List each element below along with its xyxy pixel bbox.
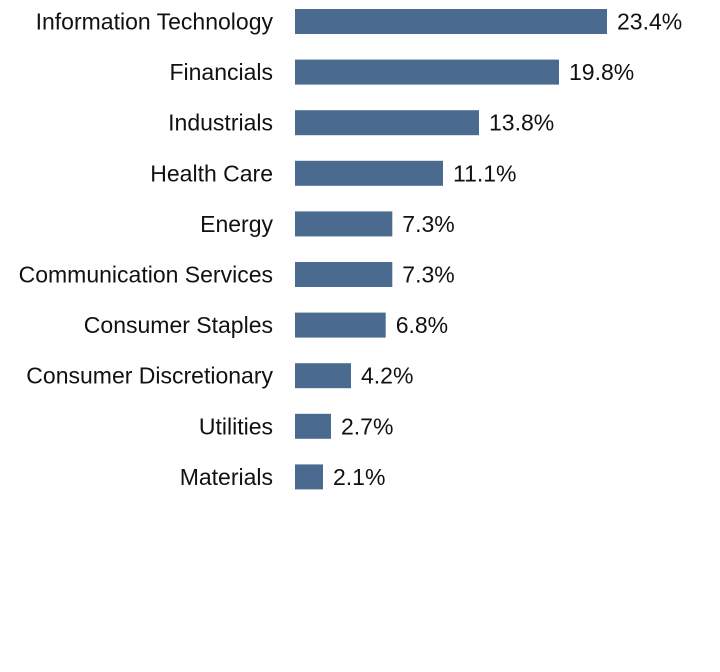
value-label: 2.7%	[341, 413, 393, 439]
value-label: 2.1%	[333, 464, 385, 490]
bar	[295, 464, 323, 490]
value-labels-group: 23.4% 19.8% 13.8% 11.1% 7.3% 7.3% 6.8% 4.2% 2.7%…	[333, 9, 682, 490]
value-label: 13.8%	[489, 110, 554, 136]
category-label: Industrials	[168, 110, 273, 136]
category-label: Information Technology	[36, 9, 274, 35]
value-label: 7.3%	[402, 262, 454, 288]
bar	[295, 9, 607, 34]
category-label: Utilities	[199, 413, 273, 439]
bar	[295, 110, 479, 136]
category-label: Communication Services	[19, 262, 273, 288]
bar	[295, 312, 386, 338]
bar	[295, 413, 331, 439]
bar	[295, 363, 351, 389]
category-label: Energy	[200, 211, 273, 237]
bars-group	[295, 9, 607, 490]
bar	[295, 59, 559, 85]
value-label: 11.1%	[453, 160, 517, 186]
category-label: Consumer Staples	[84, 312, 273, 338]
value-label: 6.8%	[396, 312, 448, 338]
category-label: Materials	[180, 464, 273, 490]
category-label: Health Care	[150, 160, 273, 186]
category-labels-group: Information Technology Financials Industri…	[19, 9, 274, 490]
category-label: Consumer Discretionary	[26, 363, 273, 389]
value-label: 4.2%	[361, 363, 413, 389]
category-label: Financials	[169, 59, 273, 85]
bar	[295, 262, 393, 287]
bar	[295, 160, 443, 186]
value-label: 19.8%	[569, 59, 634, 85]
bar	[295, 211, 393, 237]
value-label: 7.3%	[402, 211, 454, 237]
value-label: 23.4%	[617, 9, 682, 35]
